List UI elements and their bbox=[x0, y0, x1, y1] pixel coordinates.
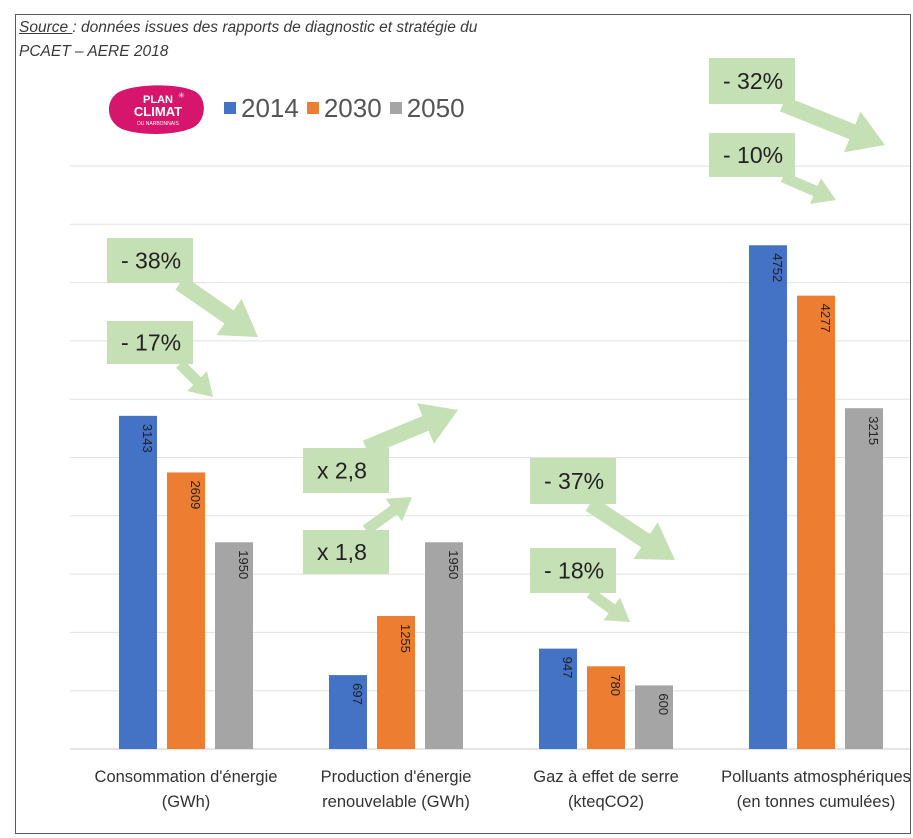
annotation-label: - 32% bbox=[723, 68, 783, 94]
bar-value-label: 947 bbox=[560, 657, 575, 679]
bar-value-label: 1950 bbox=[236, 550, 251, 579]
logo-line2: CLIMAT bbox=[134, 104, 182, 119]
category-label: Consommation d'énergie bbox=[95, 768, 278, 786]
legend-swatch bbox=[306, 102, 319, 114]
legend-label: 2030 bbox=[323, 92, 382, 123]
legend-swatch bbox=[224, 102, 236, 114]
bar bbox=[377, 615, 415, 749]
annotation-box bbox=[530, 458, 616, 504]
bar bbox=[215, 542, 253, 749]
legend-label: 2014 bbox=[241, 92, 299, 123]
bar-value-label: 2609 bbox=[188, 480, 203, 509]
category-label: (GWh) bbox=[162, 793, 211, 811]
annotation-label: - 18% bbox=[544, 558, 604, 584]
bar bbox=[425, 542, 463, 749]
bar-value-label: 600 bbox=[656, 693, 671, 715]
bar-value-label: 3215 bbox=[866, 416, 881, 445]
arrow-down-icon bbox=[780, 96, 885, 153]
logo-star-icon: ✳ bbox=[178, 91, 185, 100]
category-label: renouvelable (GWh) bbox=[322, 793, 470, 811]
arrow-down-icon bbox=[585, 497, 675, 560]
legend-swatch bbox=[389, 102, 402, 114]
bar bbox=[749, 245, 787, 749]
annotation-label: - 37% bbox=[544, 468, 604, 494]
logo-line1: PLAN bbox=[143, 94, 173, 106]
arrow-up-icon bbox=[362, 403, 458, 456]
bar-value-label: 1255 bbox=[398, 624, 413, 653]
legend-item: 2050 bbox=[389, 92, 465, 124]
annotation-box bbox=[303, 448, 389, 493]
bar-value-label: 1950 bbox=[446, 550, 461, 579]
bar bbox=[329, 675, 367, 749]
annotation-box bbox=[530, 548, 616, 593]
bar-value-label: 4752 bbox=[770, 253, 785, 282]
annotation-label: - 10% bbox=[723, 142, 783, 168]
category-label: (kteqCO2) bbox=[568, 793, 644, 811]
annotation-box bbox=[107, 238, 193, 283]
legend-item: 2014 bbox=[224, 93, 299, 124]
chart-legend: 2014 2030 2050 bbox=[224, 93, 473, 123]
legend-item: 2030 bbox=[306, 92, 382, 124]
source-text-line2: PCAET – AERE 2018 bbox=[19, 43, 169, 60]
bar bbox=[635, 685, 673, 749]
annotation-label: x 2,8 bbox=[317, 458, 367, 484]
bar bbox=[167, 472, 205, 749]
source-note: Source : données issues des rapports de … bbox=[19, 16, 619, 64]
category-label: Production d'énergie bbox=[321, 768, 472, 786]
annotation-box bbox=[303, 530, 389, 574]
bar bbox=[845, 408, 883, 749]
source-text: : données issues des rapports de diagnos… bbox=[72, 19, 478, 36]
bar-value-label: 697 bbox=[350, 683, 365, 705]
bar bbox=[119, 415, 157, 749]
source-label: Source bbox=[19, 19, 73, 36]
bar-value-label: 780 bbox=[608, 674, 623, 696]
arrow-down-icon bbox=[176, 360, 213, 397]
bar bbox=[797, 295, 835, 749]
arrow-down-icon bbox=[780, 172, 836, 204]
annotation-box bbox=[107, 321, 193, 364]
annotation-box bbox=[709, 133, 795, 177]
annotation-label: x 1,8 bbox=[317, 539, 367, 565]
arrow-up-icon bbox=[362, 497, 412, 535]
logo-line3: DU NARBONNAIS bbox=[137, 121, 179, 127]
category-label: (en tonnes cumulées) bbox=[737, 793, 896, 811]
plan-climat-logo: PLAN CLIMAT DU NARBONNAIS ✳ bbox=[108, 84, 208, 134]
annotation-label: - 38% bbox=[121, 248, 181, 274]
logo-graphic: PLAN CLIMAT DU NARBONNAIS ✳ bbox=[108, 85, 204, 134]
category-label: Gaz à effet de serre bbox=[533, 768, 679, 786]
annotation-label: - 17% bbox=[121, 330, 181, 356]
arrow-down-icon bbox=[175, 276, 258, 337]
legend-label: 2050 bbox=[406, 92, 465, 123]
arrow-down-icon bbox=[586, 588, 630, 622]
annotation-box bbox=[709, 58, 795, 104]
logo-blob bbox=[108, 85, 204, 134]
category-label: Polluants atmosphériques bbox=[721, 768, 911, 786]
bar bbox=[587, 666, 625, 749]
bar-value-label: 3143 bbox=[140, 424, 155, 453]
bar-value-label: 4277 bbox=[818, 304, 833, 333]
bar bbox=[539, 648, 577, 749]
